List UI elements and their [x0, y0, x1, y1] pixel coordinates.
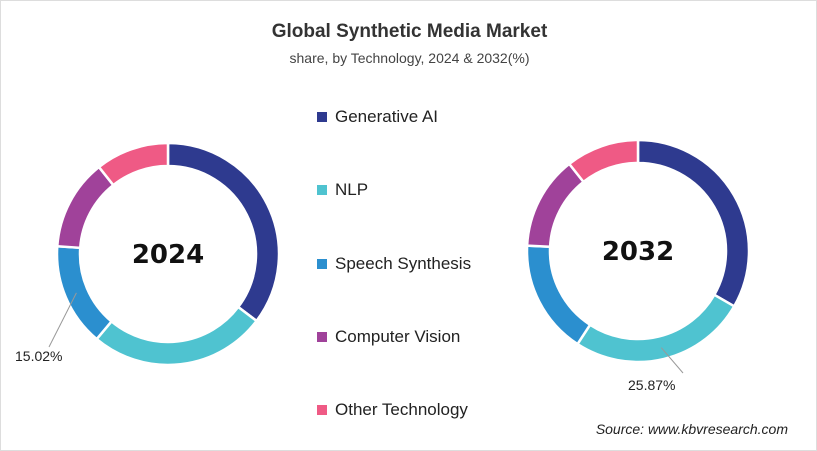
legend-item: Computer Vision [317, 327, 460, 347]
data-label: 25.87% [628, 377, 675, 393]
legend-swatch [317, 258, 327, 269]
legend-swatch [317, 185, 327, 196]
legend-item: Speech Synthesis [317, 254, 471, 274]
legend-item: NLP [317, 180, 368, 200]
slice-speech-synthesis [55, 244, 114, 341]
legend-label: NLP [335, 180, 369, 200]
center-label: 2032 [602, 237, 674, 267]
slice-other-technology [567, 138, 640, 184]
legend-swatch [317, 331, 327, 342]
legend-swatch [317, 405, 327, 416]
slice-nlp [94, 305, 259, 367]
slice-computer-vision [525, 162, 586, 249]
legend-label: Speech Synthesis [335, 253, 472, 273]
center-label: 2024 [132, 240, 204, 270]
chart-title: Global Synthetic Media Market [271, 21, 548, 42]
legend-label: Computer Vision [335, 326, 461, 346]
legend-label: Generative AI [335, 107, 439, 126]
slice-computer-vision [55, 165, 116, 250]
slice-nlp [575, 293, 736, 364]
legend-label: Other Technology [335, 400, 468, 420]
leader-line [48, 292, 77, 348]
slice-speech-synthesis [525, 244, 592, 346]
slice-other-technology [97, 141, 170, 187]
chart-subtitle: share, by Technology, 2024 & 2032(%) [289, 50, 530, 66]
slice-generative-ai [166, 141, 281, 323]
data-label: 15.02% [15, 348, 62, 364]
legend-item: Other Technology [317, 400, 468, 420]
slice-generative-ai [636, 138, 751, 309]
legend-swatch [317, 112, 327, 122]
leader-line [660, 347, 684, 374]
legend-item: Generative AI [317, 107, 438, 127]
source-note: Source: www.kbvresearch.com [595, 421, 788, 437]
